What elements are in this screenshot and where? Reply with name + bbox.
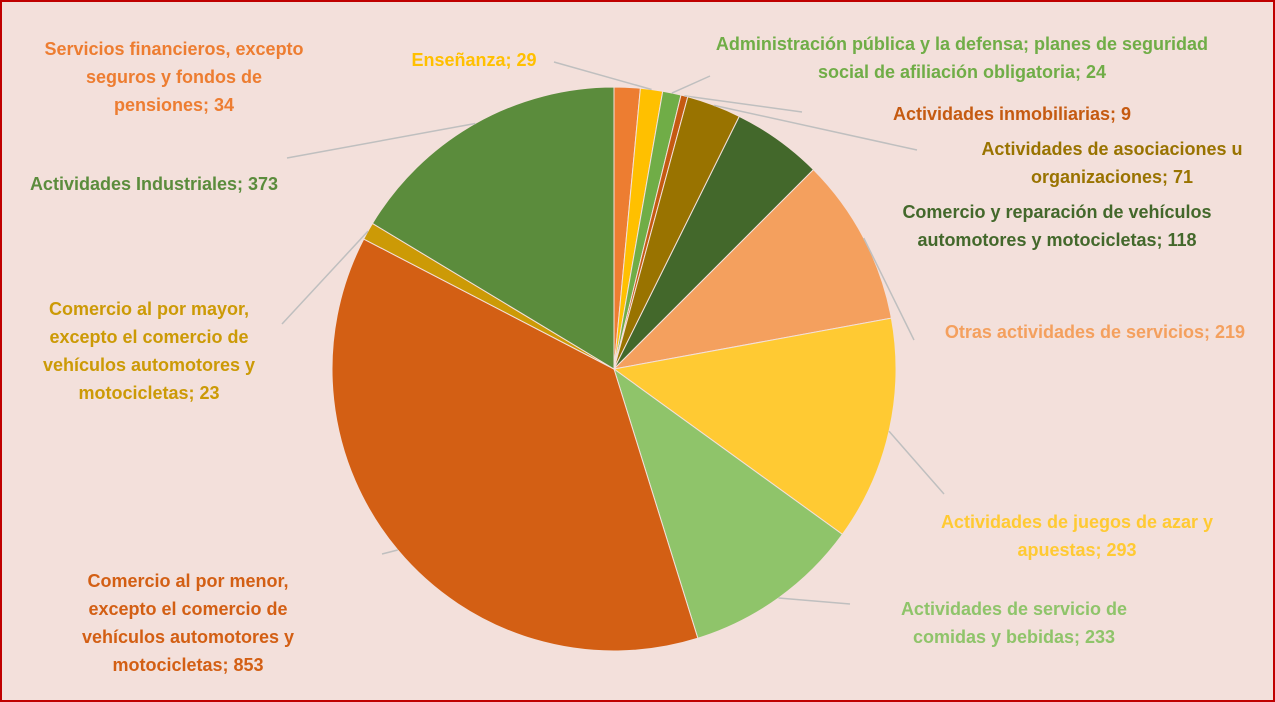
pie-slice bbox=[613, 367, 844, 639]
leader-line bbox=[281, 230, 369, 325]
pie-slice bbox=[371, 86, 615, 370]
data-label: Actividades Industriales; 373 bbox=[29, 174, 279, 194]
data-label: Enseñanza; 29 bbox=[411, 50, 537, 70]
pie-slice bbox=[612, 317, 897, 536]
pie-slice bbox=[331, 238, 699, 652]
data-label: Actividades de servicio de comidas y beb… bbox=[900, 599, 1128, 647]
data-label: Comercio y reparación de vehículos autom… bbox=[902, 202, 1212, 250]
leader-line bbox=[684, 95, 803, 113]
data-label: Actividades de asociaciones u organizaci… bbox=[981, 139, 1243, 187]
leader-line bbox=[713, 104, 918, 151]
leader-line bbox=[671, 75, 711, 94]
data-label: Otras actividades de servicios; 219 bbox=[944, 322, 1246, 342]
leader-line bbox=[286, 122, 476, 159]
leader-line bbox=[863, 237, 915, 341]
leader-line bbox=[553, 61, 652, 91]
leader-line bbox=[888, 430, 945, 495]
data-label: Actividades de juegos de azar y apuestas… bbox=[940, 512, 1214, 560]
data-label: Actividades inmobiliarias; 9 bbox=[892, 104, 1132, 124]
leader-line bbox=[381, 549, 398, 555]
data-label: Administración pública y la defensa; pla… bbox=[715, 34, 1209, 82]
leader-line bbox=[778, 597, 851, 605]
data-label: Comercio al por menor, excepto el comerc… bbox=[81, 571, 295, 675]
data-label: Comercio al por mayor, excepto el comerc… bbox=[42, 299, 256, 403]
data-label: Servicios financieros, excepto seguros y… bbox=[44, 39, 304, 115]
